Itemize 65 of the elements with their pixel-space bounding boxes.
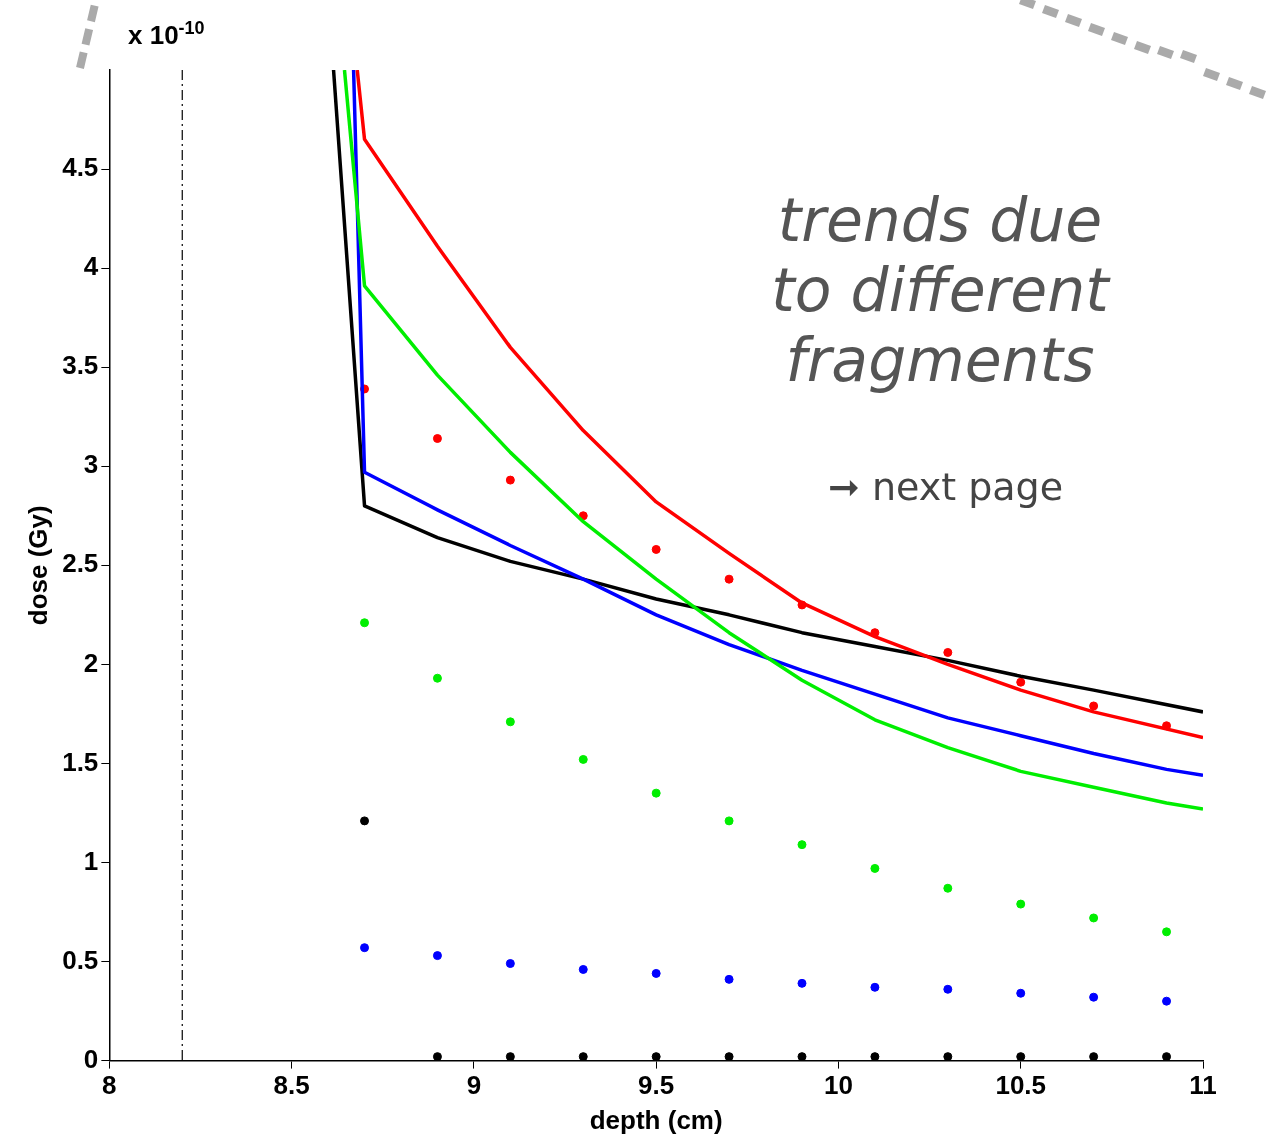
point xyxy=(505,1052,515,1061)
point xyxy=(1089,992,1099,1002)
point xyxy=(1162,1052,1172,1061)
y-axis-title: dose (Gy) xyxy=(22,505,53,626)
point xyxy=(505,959,515,969)
point xyxy=(1016,899,1026,909)
point xyxy=(870,863,880,873)
point xyxy=(651,788,661,798)
point xyxy=(432,673,442,683)
point xyxy=(870,982,880,992)
point xyxy=(943,984,953,994)
annotation: ➞ next page xyxy=(828,465,1064,509)
point xyxy=(651,1052,661,1061)
point xyxy=(1016,988,1026,998)
y-tick-label: 2.5 xyxy=(62,548,99,579)
point xyxy=(724,574,734,584)
point xyxy=(870,1052,880,1061)
point xyxy=(651,968,661,978)
y-tick-label: 4.5 xyxy=(62,152,99,183)
y-tick-label: 2 xyxy=(83,647,99,678)
text: x 10$^{-10}$ xyxy=(128,18,205,51)
point xyxy=(724,816,734,826)
x-tick-label: 11 xyxy=(1189,1070,1217,1101)
x-tick-label: 10 xyxy=(823,1070,853,1101)
point xyxy=(432,434,442,443)
y-tick-label: 0.5 xyxy=(62,944,99,975)
point xyxy=(360,816,370,826)
point xyxy=(943,883,953,893)
point xyxy=(651,544,661,554)
point xyxy=(360,618,370,628)
point xyxy=(578,754,588,764)
x-tick-label: 8 xyxy=(102,1070,117,1101)
point xyxy=(1089,701,1099,711)
point xyxy=(943,647,953,657)
annotation: trends due to different fragments xyxy=(770,185,1110,395)
point xyxy=(505,475,515,485)
point xyxy=(724,1052,734,1061)
point xyxy=(797,840,807,850)
point xyxy=(724,974,734,984)
point xyxy=(578,1052,588,1061)
point xyxy=(505,717,515,727)
x-axis-title: depth (cm) xyxy=(589,1104,723,1135)
y-tick-label: 0 xyxy=(83,1043,99,1074)
point xyxy=(1016,677,1026,687)
point xyxy=(797,1052,807,1061)
point xyxy=(578,964,588,974)
y-tick-label: 3 xyxy=(83,449,99,480)
y-tick-label: 4 xyxy=(83,251,99,282)
point xyxy=(432,1052,442,1061)
x-tick-label: 9.5 xyxy=(638,1070,675,1101)
y-tick-label: 1.5 xyxy=(62,746,99,777)
point xyxy=(1162,927,1172,937)
x-tick-label: 10.5 xyxy=(995,1070,1047,1101)
y-tick-label: 1 xyxy=(83,845,99,876)
point xyxy=(360,943,370,953)
point xyxy=(1089,913,1099,923)
point xyxy=(1089,1052,1099,1061)
x-tick-label: 8.5 xyxy=(273,1070,310,1101)
point xyxy=(1162,996,1172,1006)
x-tick-label: 9 xyxy=(466,1070,482,1101)
point xyxy=(943,1052,953,1061)
point xyxy=(1016,1052,1026,1061)
point xyxy=(797,978,807,988)
point xyxy=(432,951,442,961)
y-tick-label: 3.5 xyxy=(62,350,99,381)
